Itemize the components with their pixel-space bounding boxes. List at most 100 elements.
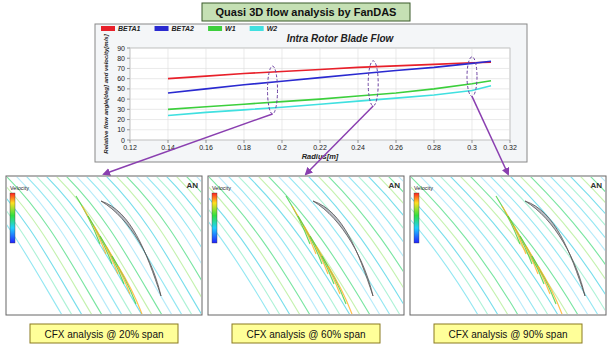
streamline — [7, 177, 72, 314]
x-tick-label: 0.22 — [313, 144, 327, 151]
streamline — [322, 256, 346, 304]
streamline — [500, 177, 605, 314]
streamline — [538, 266, 562, 314]
streamline — [502, 206, 526, 254]
streamline — [600, 177, 605, 314]
legend-swatch — [155, 26, 169, 31]
colorbar — [414, 193, 419, 243]
streamline — [88, 216, 112, 264]
streamline — [76, 177, 172, 314]
caption-box — [434, 324, 582, 343]
streamline — [310, 236, 334, 284]
y-tick-label: 20 — [117, 116, 125, 123]
tick — [358, 140, 359, 143]
series-group — [168, 61, 491, 115]
streamline — [508, 216, 532, 264]
streamline — [100, 236, 124, 284]
tick — [244, 140, 245, 143]
streamline — [530, 177, 605, 314]
y-tick-label: 10 — [117, 126, 125, 133]
streamlines — [209, 177, 403, 314]
tick — [127, 48, 130, 49]
arrow — [104, 114, 273, 174]
legend-label: BETA1 — [118, 25, 141, 32]
panel-frame — [410, 176, 606, 315]
streamline — [96, 177, 192, 314]
streamline — [286, 196, 310, 244]
grid-line — [130, 48, 131, 140]
streamline — [7, 177, 102, 314]
streamline — [570, 177, 605, 314]
header-box — [202, 3, 410, 21]
tick — [168, 140, 169, 143]
y-tick-label: 0 — [121, 137, 125, 144]
caption: CFX analysis @ 20% span — [44, 329, 163, 340]
streamline — [526, 246, 550, 294]
grid-line — [396, 48, 397, 140]
y-tick-label: 30 — [117, 106, 125, 113]
tick — [127, 68, 130, 69]
streamline — [196, 177, 201, 314]
grid-line — [168, 48, 169, 140]
streamline — [112, 256, 136, 304]
grid-line — [244, 48, 245, 140]
header-title: Quasi 3D flow analysis by FanDAS — [216, 6, 397, 18]
streamline — [56, 177, 152, 314]
streamline — [514, 226, 538, 274]
tick — [510, 140, 511, 143]
arrow — [306, 106, 373, 174]
panel-frame — [6, 176, 202, 315]
chart-title: Intra Rotor Blade Flow — [287, 33, 395, 44]
x-tick-label: 0.18 — [237, 144, 251, 151]
legend-swatch — [208, 26, 222, 31]
streamline — [348, 177, 403, 314]
tick — [127, 119, 130, 120]
y-tick-label: 90 — [117, 45, 125, 52]
tick — [282, 140, 283, 143]
x-tick-label: 0.2 — [277, 144, 287, 151]
tick — [127, 88, 130, 89]
streamline — [520, 236, 544, 284]
streamline — [76, 196, 100, 244]
streamline — [26, 177, 122, 314]
streamline — [398, 177, 403, 314]
grid-line — [282, 48, 283, 140]
x-tick-label: 0.3 — [467, 144, 477, 151]
streamline — [106, 177, 201, 314]
streamline — [411, 177, 488, 314]
tick — [472, 140, 473, 143]
y-tick-label: 70 — [117, 65, 125, 72]
streamline — [118, 266, 142, 314]
tick — [127, 99, 130, 100]
grid-line — [510, 48, 511, 140]
grid-line — [358, 48, 359, 140]
tick — [206, 140, 207, 143]
colorbar-label: Velocity — [414, 185, 433, 191]
streamline — [36, 177, 132, 314]
streamline — [176, 177, 201, 314]
streamline — [116, 177, 201, 314]
streamline — [411, 177, 498, 314]
streamlines — [7, 177, 201, 314]
chart-frame — [95, 24, 527, 162]
series-line — [168, 81, 491, 110]
legend-label: BETA2 — [172, 25, 195, 32]
tick — [127, 78, 130, 79]
tick — [320, 140, 321, 143]
streamline — [318, 177, 403, 314]
streamline — [560, 177, 605, 314]
x-tick-label: 0.28 — [427, 144, 441, 151]
y-tick-label: 60 — [117, 75, 125, 82]
streamline — [186, 177, 201, 314]
grid-line — [434, 48, 435, 140]
caption: CFX analysis @ 60% span — [246, 329, 365, 340]
tick — [434, 140, 435, 143]
series-line — [168, 86, 491, 116]
tick — [130, 140, 131, 143]
grid-line — [320, 48, 321, 140]
streamline — [304, 226, 328, 274]
blade — [313, 201, 373, 296]
grid-line — [206, 48, 207, 140]
streamline — [532, 256, 556, 304]
streamline — [298, 216, 322, 264]
